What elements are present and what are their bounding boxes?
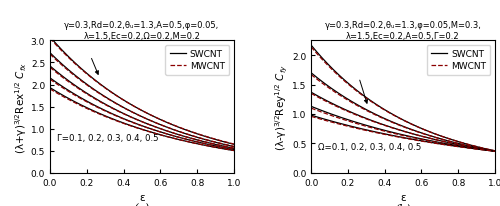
X-axis label: ε: ε xyxy=(400,192,406,202)
X-axis label: ε: ε xyxy=(139,192,145,202)
Title: γ=0.3,Rd=0.2,θᵤ=1.3,φ=0.05,M=0.3,
λ=1.5,Ec=0.2,A=0.5,Γ=0.2: γ=0.3,Rd=0.2,θᵤ=1.3,φ=0.05,M=0.3, λ=1.5,… xyxy=(324,21,482,40)
Y-axis label: (λ+γ)$^{3/2}$Rex$^{1/2}$ $C_{fx}$: (λ+γ)$^{3/2}$Rex$^{1/2}$ $C_{fx}$ xyxy=(14,61,30,153)
Text: (b): (b) xyxy=(394,203,411,206)
Legend: SWCNT, MWCNT: SWCNT, MWCNT xyxy=(166,46,230,75)
Legend: SWCNT, MWCNT: SWCNT, MWCNT xyxy=(426,46,490,75)
Text: (a): (a) xyxy=(134,203,150,206)
Text: Γ=0.1, 0.2, 0.3, 0.4, 0.5: Γ=0.1, 0.2, 0.3, 0.4, 0.5 xyxy=(58,133,159,142)
Title: γ=0.3,Rd=0.2,θᵤ=1.3,A=0.5,φ=0.05,
λ=1.5,Ec=0.2,Ω=0.2,M=0.2: γ=0.3,Rd=0.2,θᵤ=1.3,A=0.5,φ=0.05, λ=1.5,… xyxy=(64,21,220,40)
Text: Ω=0.1, 0.2, 0.3, 0.4, 0.5: Ω=0.1, 0.2, 0.3, 0.4, 0.5 xyxy=(318,142,422,151)
Y-axis label: (λ-γ)$^{3/2}$Rey$^{1/2}$ $C_{fy}$: (λ-γ)$^{3/2}$Rey$^{1/2}$ $C_{fy}$ xyxy=(274,64,290,150)
